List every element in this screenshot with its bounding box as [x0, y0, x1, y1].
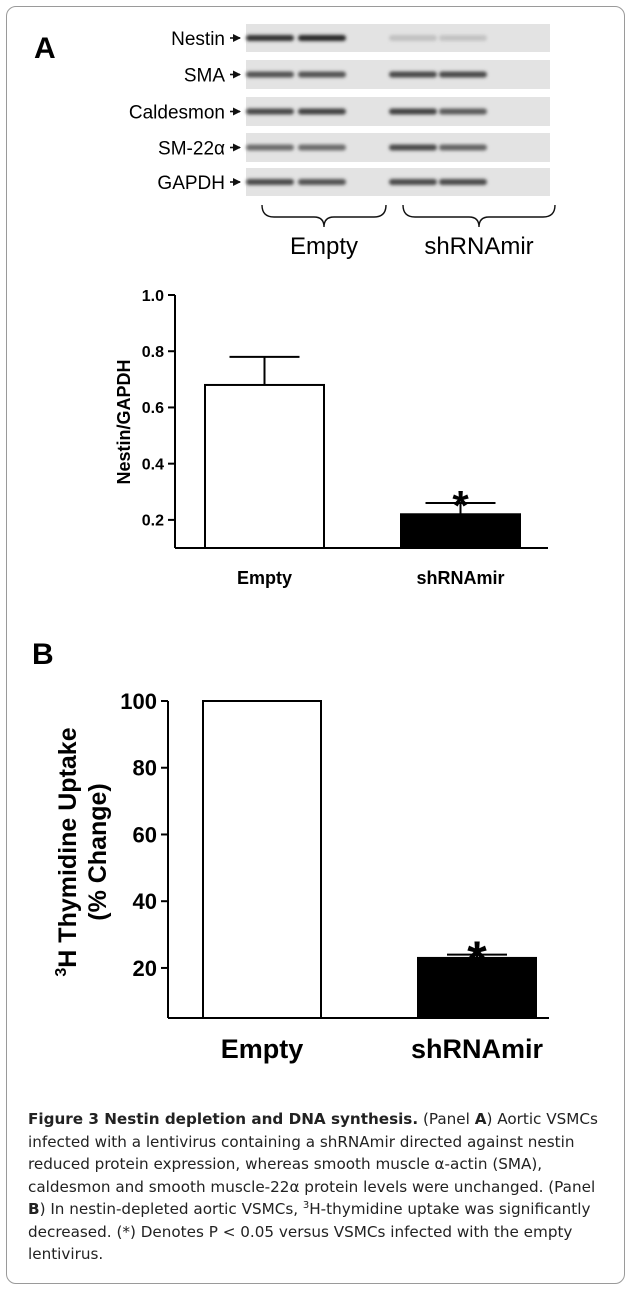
- blot-band: [246, 144, 294, 151]
- thymidine-uptake-chart: 3H Thymidine Uptake (% Change) 20 40 60 80 1…: [53, 689, 549, 1064]
- x-category-label: shRNAmir: [411, 1034, 544, 1064]
- blot-band: [439, 179, 487, 185]
- blot-band: [389, 71, 437, 78]
- western-blot: Nestin SMA Caldesmon SM-22α GAPDH Empty shRNAm…: [129, 24, 556, 260]
- panel-b-label: B: [32, 638, 54, 671]
- blot-band-label: GAPDH: [157, 173, 225, 194]
- blot-band: [439, 71, 487, 78]
- y-tick-label: 0.4: [142, 456, 164, 473]
- caption-panel-b: B: [28, 1200, 40, 1218]
- chart-b-y-axis-label-superscript: 3: [53, 968, 70, 977]
- blot-band: [298, 179, 346, 185]
- y-tick-label: 100: [120, 689, 157, 714]
- y-tick-label: 20: [133, 956, 157, 981]
- blot-band: [389, 179, 437, 185]
- bar-empty: [204, 383, 325, 550]
- blot-band-label: Caldesmon: [129, 103, 225, 124]
- chart-b-y-axis-label-line1: 3H Thymidine Uptake: [53, 727, 82, 976]
- panel-a-label: A: [34, 32, 56, 65]
- x-category-label: shRNAmir: [416, 568, 504, 588]
- blot-band: [246, 71, 294, 78]
- caption-title: Figure 3 Nestin depletion and DNA synthe…: [28, 1110, 419, 1128]
- blot-band: [246, 179, 294, 185]
- blot-band: [298, 35, 346, 41]
- group-bracket: [402, 204, 556, 228]
- blot-band: [439, 144, 487, 151]
- significance-marker: *: [467, 931, 487, 987]
- caption-panel-a: A: [474, 1110, 487, 1128]
- caption-text-3: ) In nestin-depleted aortic VSMCs,: [39, 1200, 303, 1218]
- chart-a-y-axis-label: Nestin/GAPDH: [114, 359, 134, 484]
- blot-band-label: SMA: [184, 66, 226, 87]
- blot-band: [298, 71, 346, 78]
- blot-band: [246, 108, 294, 115]
- caption-superscript: 3: [302, 1199, 310, 1211]
- blot-band: [389, 144, 437, 151]
- blot-group-label: Empty: [290, 233, 358, 260]
- caption-text-2: ) Aortic VSMCs infected with a lentiviru…: [28, 1110, 598, 1196]
- blot-band: [439, 108, 487, 115]
- caption-text-1: (Panel: [418, 1110, 475, 1128]
- y-tick-label: 60: [133, 822, 157, 847]
- chart-b-y-axis-label-line2: (% Change): [84, 783, 112, 921]
- group-bracket: [261, 204, 387, 228]
- figure-frame: [6, 6, 625, 1284]
- blot-band: [246, 35, 294, 41]
- y-tick-label: 0.2: [142, 513, 164, 530]
- bar-shrnamir: [400, 513, 521, 549]
- bar-empty: [202, 700, 322, 1019]
- y-tick-label: 1.0: [142, 288, 164, 305]
- blot-band: [389, 35, 437, 41]
- figure-caption: Figure 3 Nestin depletion and DNA synthe…: [28, 1108, 613, 1266]
- blot-band: [298, 144, 346, 151]
- y-tick-label: 0.6: [142, 400, 164, 417]
- blot-band: [389, 108, 437, 115]
- blot-band: [298, 108, 346, 115]
- y-tick-label: 0.8: [142, 344, 164, 361]
- chart-b-y-axis-label-main: H Thymidine Uptake: [54, 727, 82, 967]
- blot-band: [439, 35, 487, 41]
- x-category-label: Empty: [237, 568, 292, 588]
- y-tick-label: 40: [133, 889, 157, 914]
- y-tick-label: 80: [133, 756, 157, 781]
- significance-marker: *: [452, 482, 469, 529]
- x-category-label: Empty: [221, 1034, 304, 1064]
- nestin-gapdh-chart: Nestin/GAPDH 0.2 0.4 0.6 0.8 1.0 Empty * shRNAm…: [114, 288, 548, 588]
- caption-text-4: H-thymidine uptake was significantly dec…: [28, 1200, 591, 1263]
- blot-band-label: SM-22α: [158, 139, 225, 160]
- blot-band-label: Nestin: [171, 29, 225, 50]
- blot-group-label: shRNAmir: [424, 233, 533, 260]
